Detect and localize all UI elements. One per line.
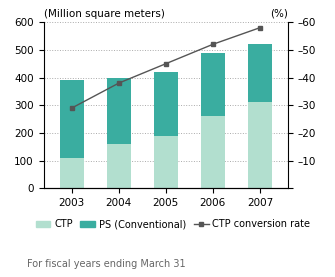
Bar (248, 44, 272, 102)
Bar (248, 102, 272, 188)
CTP conversion rate (164, 62, 168, 65)
Bar (60, 80, 83, 158)
CTP conversion rate (117, 81, 121, 85)
Bar (60, 158, 83, 188)
Bar (154, 136, 178, 188)
Text: For fiscal years ending March 31: For fiscal years ending March 31 (27, 259, 186, 269)
Legend: CTP, PS (Conventional), CTP conversion rate: CTP, PS (Conventional), CTP conversion r… (32, 216, 314, 233)
Bar (107, 144, 131, 188)
Text: (%): (%) (270, 9, 288, 19)
Line: CTP conversion rate: CTP conversion rate (69, 25, 262, 111)
CTP conversion rate (211, 43, 215, 46)
CTP conversion rate (70, 106, 74, 110)
Bar (201, 53, 224, 116)
CTP conversion rate (258, 26, 262, 29)
Bar (201, 116, 224, 188)
Bar (154, 72, 178, 136)
Bar (107, 78, 131, 144)
Text: (Million square meters): (Million square meters) (44, 9, 164, 19)
